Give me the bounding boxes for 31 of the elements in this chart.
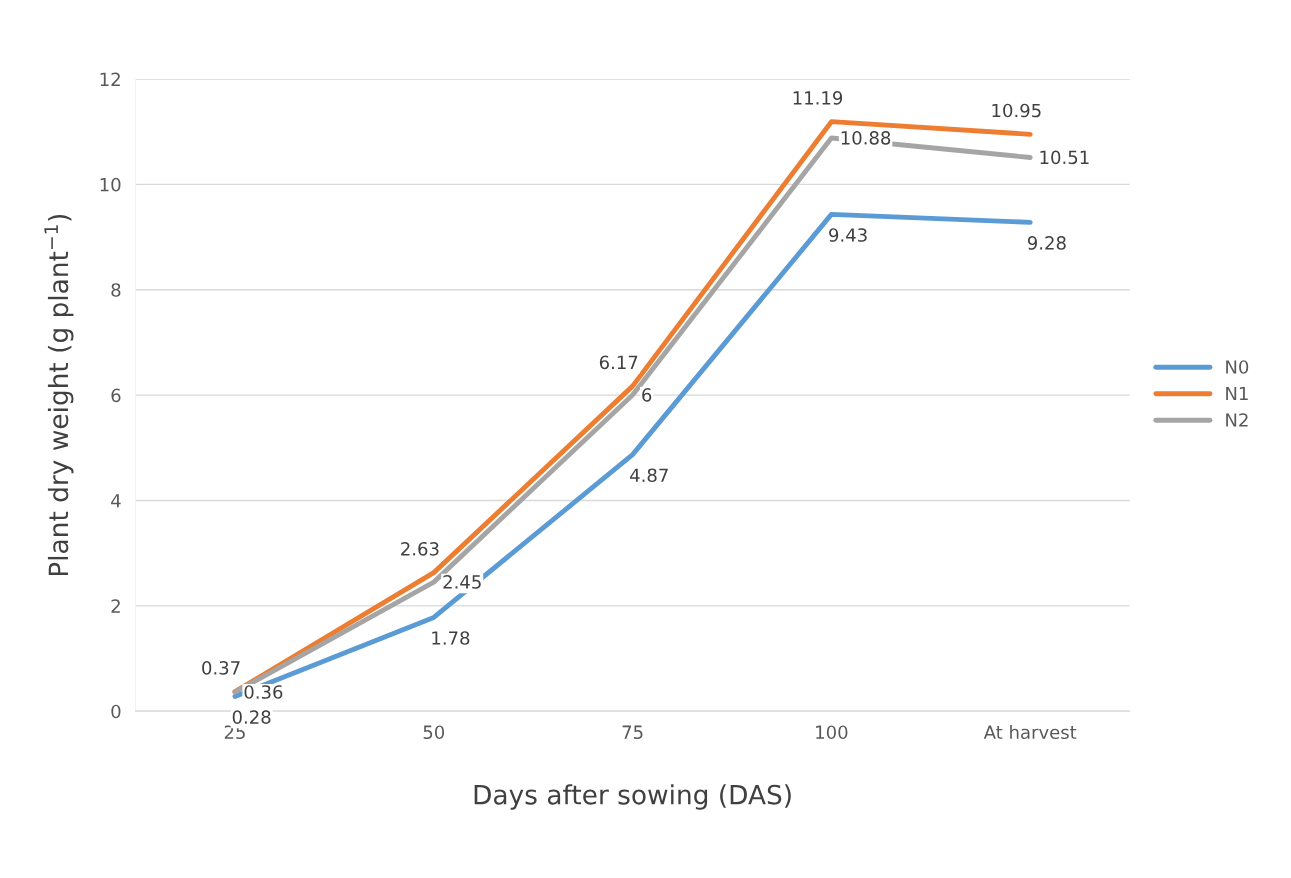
legend-label: N0	[1226, 360, 1249, 374]
data-label: 10.51	[1040, 150, 1089, 165]
data-label: 9.43	[829, 228, 867, 242]
legend-label: N1	[1226, 386, 1248, 401]
y-axis-title: Plant dry weight (g plant$^{−1}$)	[44, 214, 74, 576]
data-label: 9.28	[1027, 236, 1066, 250]
data-label: 10.88	[841, 130, 891, 145]
data-label: 0.28	[232, 710, 271, 724]
data-label: 4.87	[630, 468, 668, 483]
y-tick-label: 6	[111, 388, 121, 403]
x-tick-label: At harvest	[983, 725, 1077, 740]
y-tick-label: 8	[111, 283, 121, 297]
data-label: 0.36	[244, 685, 283, 699]
data-label: 1.78	[432, 631, 470, 645]
data-label: 10.95	[992, 103, 1041, 118]
y-tick-label: 0	[111, 704, 121, 719]
data-label: 6.17	[599, 355, 638, 370]
data-label: 6	[642, 388, 652, 402]
data-label: 0.37	[202, 661, 240, 675]
x-axis-title: Days after sowing (DAS)	[474, 784, 791, 810]
x-tick-label: 100	[816, 725, 848, 740]
y-tick-label: 10	[100, 177, 121, 192]
data-label: 2.45	[443, 575, 481, 589]
x-tick-label: 75	[622, 725, 643, 740]
legend-label: N2	[1226, 413, 1248, 427]
data-label: 2.63	[401, 541, 439, 556]
y-tick-label: 12	[100, 72, 120, 86]
x-tick-label: 50	[423, 725, 445, 740]
data-label: 11.19	[793, 91, 843, 105]
y-tick-label: 4	[111, 494, 121, 508]
y-tick-label: 2	[111, 599, 120, 613]
